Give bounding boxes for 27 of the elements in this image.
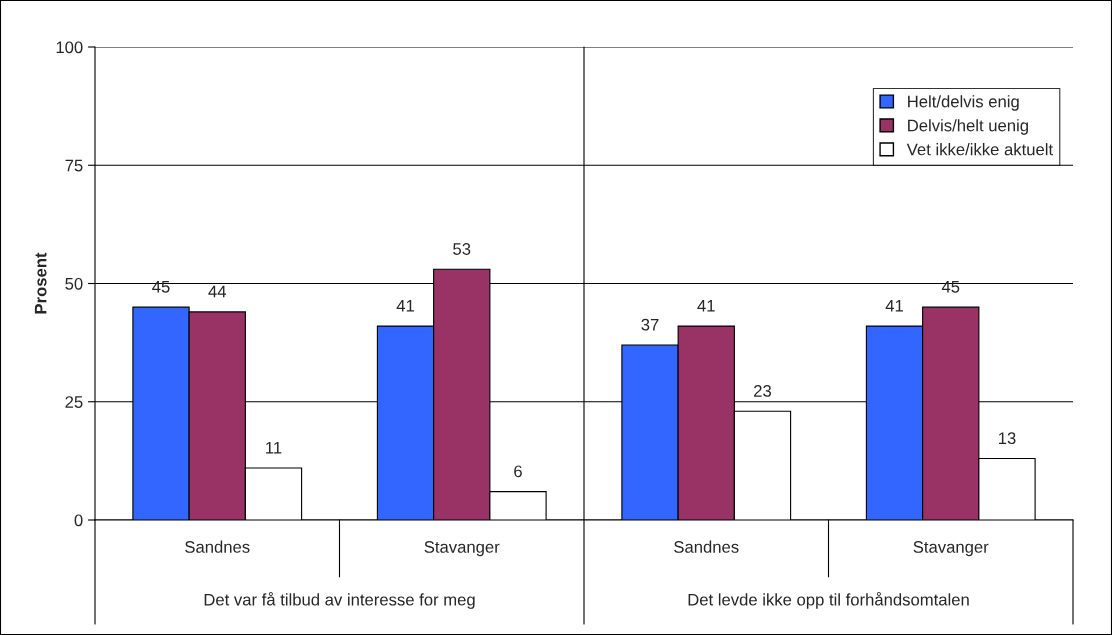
data-label: 41 xyxy=(885,300,903,312)
y-tick-label: 25 xyxy=(65,396,83,408)
x-tick-label: Sandnes xyxy=(674,540,739,553)
y-tick-label: 100 xyxy=(56,41,83,54)
data-label: 13 xyxy=(998,432,1016,445)
data-label: 44 xyxy=(208,285,227,298)
x-tick-label: Stavanger xyxy=(424,541,500,557)
data-label: 37 xyxy=(641,318,659,331)
x-tick-label: Sandnes xyxy=(185,540,250,553)
data-label: 45 xyxy=(941,281,960,293)
y-axis-title: Prosent xyxy=(34,252,47,314)
y-tick-label: 50 xyxy=(65,277,83,290)
data-label: 23 xyxy=(754,385,772,397)
text: Det var få tilbud av interesse for meg xyxy=(204,591,475,609)
legend-label: Vet ikke/ikke aktuelt xyxy=(906,143,1053,156)
data-label: 11 xyxy=(266,441,282,454)
data-label: 6 xyxy=(514,465,522,478)
y-tick-label: 0 xyxy=(74,514,83,527)
legend-label: Helt/delvis enig xyxy=(908,95,1019,111)
data-label: 53 xyxy=(453,243,471,255)
data-label: 41 xyxy=(396,300,414,312)
data-label: 41 xyxy=(697,300,715,312)
x-tick-label: Stavanger xyxy=(913,541,989,557)
legend-label: Delvis/helt uenig xyxy=(908,119,1028,135)
text: Det levde ikke opp til forhåndsomtalen xyxy=(688,591,969,609)
data-label: 45 xyxy=(152,281,170,293)
y-tick-label: 75 xyxy=(65,159,83,172)
